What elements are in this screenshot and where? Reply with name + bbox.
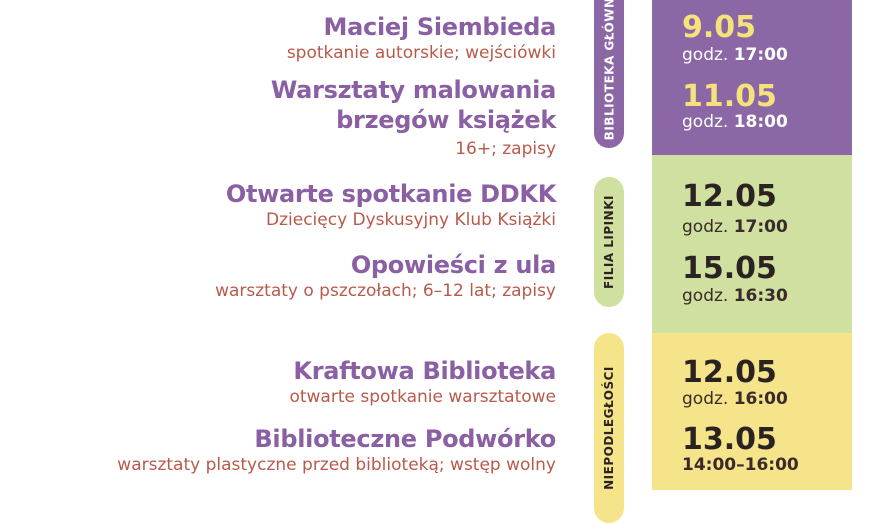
section-tab-niepodleglosci: NIEPODLEGŁOŚCI	[594, 333, 624, 523]
event-date: 12.05	[682, 179, 777, 214]
event-kraftowa-biblioteka: Kraftowa Biblioteka otwarte spotkanie wa…	[289, 356, 556, 408]
event-title-line-2: brzegów książek	[336, 106, 556, 134]
event-title: Opowieści z ula	[350, 251, 556, 279]
event-date: 12.05	[682, 355, 777, 390]
dates-block-filia-lipinki: 12.05 godz. 17:00 15.05 godz. 16:30	[652, 155, 852, 333]
event-title: Otwarte spotkanie DDKK	[225, 180, 556, 208]
section-tab-biblioteka-glowna: BIBLIOTEKA GŁÓWNA	[594, 0, 624, 148]
dates-block-niepodleglosci: 12.05 godz. 16:00 13.05 14:00–16:00	[652, 333, 852, 490]
section-tab-label: NIEPODLEGŁOŚCI	[602, 366, 616, 490]
dates-block-biblioteka-glowna: 9.05 godz. 17:00 11.05 godz. 18:00	[652, 0, 852, 155]
event-subtitle: otwarte spotkanie warsztatowe	[289, 387, 556, 407]
event-otwarte-spotkanie-ddkk: Otwarte spotkanie DDKK Dziecięcy Dyskusy…	[226, 179, 556, 231]
event-subtitle: spotkanie autorskie; wejściówki	[286, 43, 556, 63]
event-time: godz. 17:00	[682, 217, 788, 237]
event-subtitle: 16+; zapisy	[455, 139, 556, 159]
event-time: godz. 18:00	[682, 112, 788, 132]
event-warsztaty-malowania: Warsztaty malowania brzegów książek 16+;…	[271, 75, 556, 160]
event-title: Maciej Siembieda	[323, 13, 557, 41]
event-subtitle: warsztaty o pszczołach; 6–12 lat; zapisy	[215, 281, 556, 301]
event-time: 14:00–16:00	[682, 455, 799, 475]
event-time: godz. 16:30	[682, 286, 788, 306]
event-maciej-siembieda: Maciej Siembieda spotkanie autorskie; we…	[287, 12, 556, 64]
event-date: 13.05	[682, 422, 777, 457]
event-subtitle: warsztaty plastyczne przed biblioteką; w…	[117, 455, 556, 475]
event-date: 11.05	[682, 79, 777, 114]
event-time: godz. 17:00	[682, 45, 788, 65]
section-tab-filia-lipinki: FILIA LIPINKI	[594, 177, 624, 307]
section-tab-label: FILIA LIPINKI	[602, 195, 617, 289]
event-biblioteczne-podworko: Biblioteczne Podwórko warsztaty plastycz…	[117, 424, 556, 476]
event-title-line-1: Warsztaty malowania	[270, 76, 556, 104]
event-opowiesci-z-ula: Opowieści z ula warsztaty o pszczołach; …	[215, 250, 556, 302]
event-title: Biblioteczne Podwórko	[254, 425, 556, 453]
event-title: Kraftowa Biblioteka	[293, 357, 556, 385]
event-subtitle: Dziecięcy Dyskusyjny Klub Książki	[266, 210, 556, 230]
section-tab-label: BIBLIOTEKA GŁÓWNA	[602, 0, 616, 141]
event-time: godz. 16:00	[682, 389, 788, 409]
event-date: 9.05	[682, 10, 757, 45]
event-date: 15.05	[682, 251, 777, 286]
